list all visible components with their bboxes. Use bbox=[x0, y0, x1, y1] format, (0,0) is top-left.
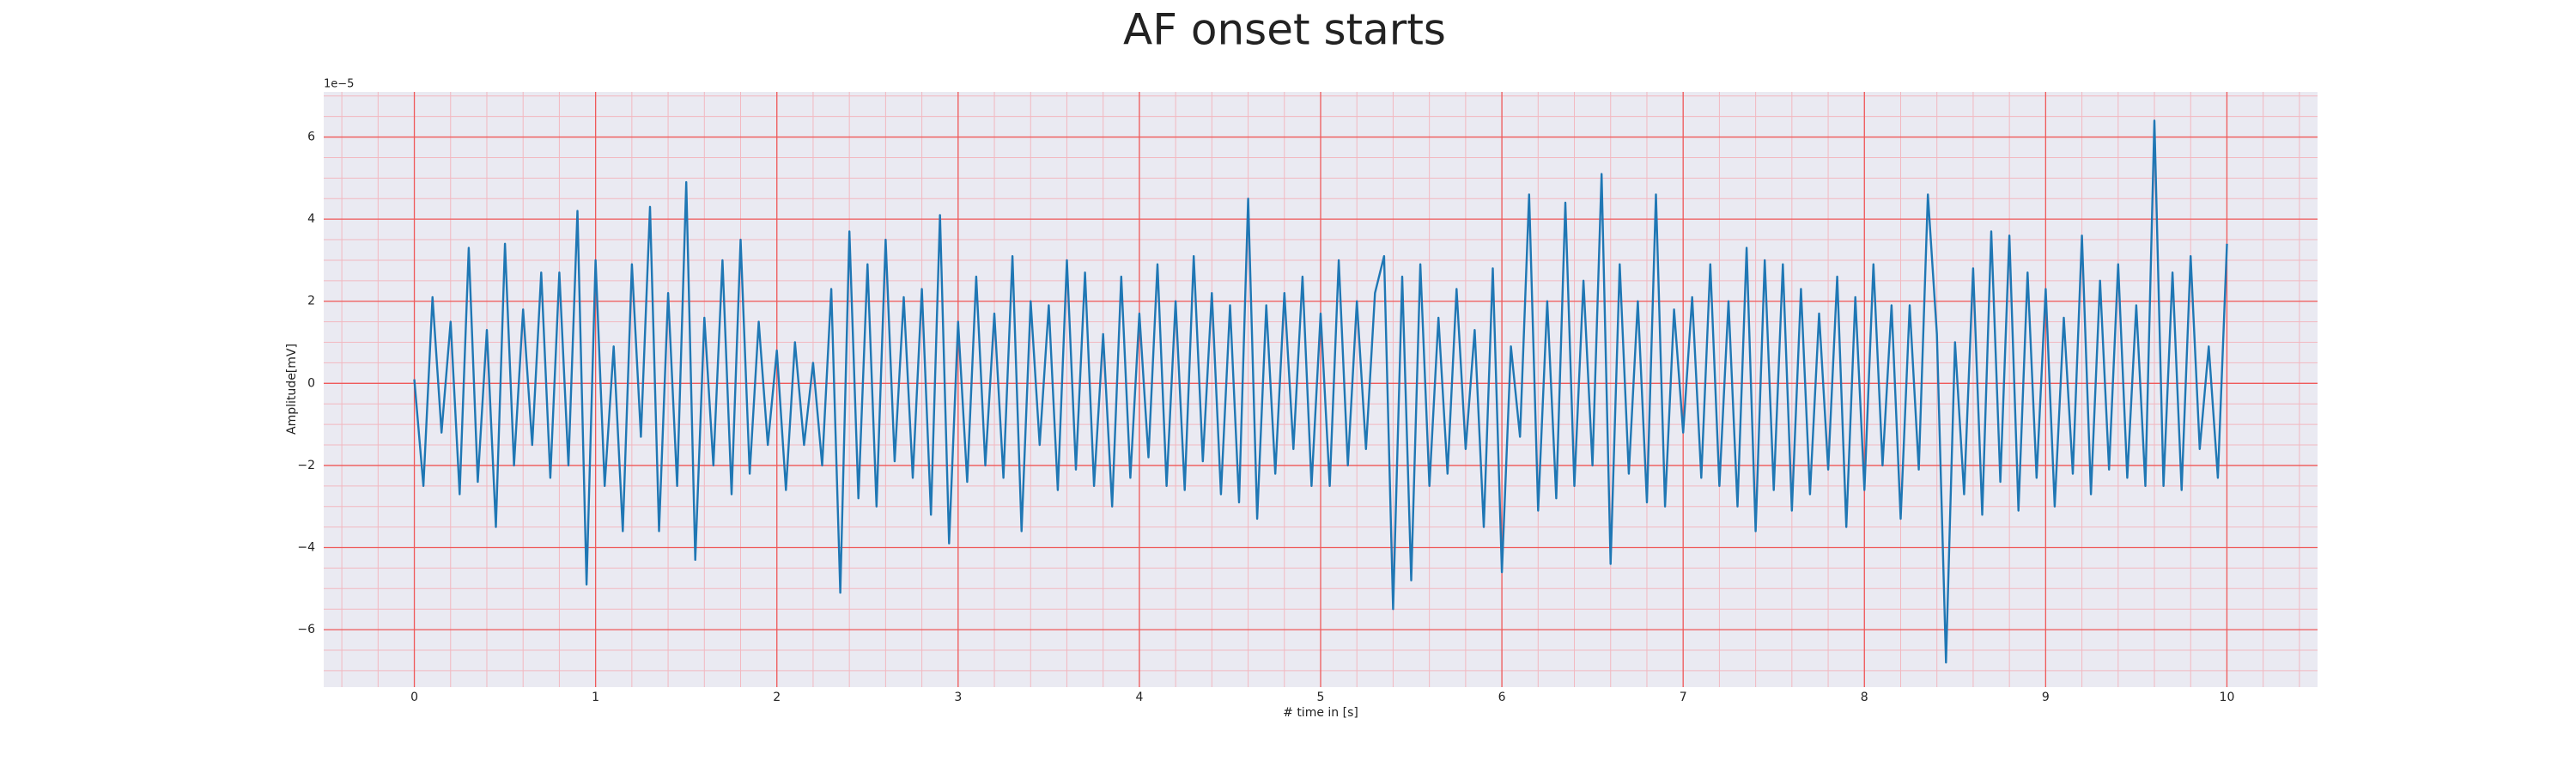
y-tick-label: −4 bbox=[297, 541, 315, 555]
x-tick-label: 9 bbox=[2042, 691, 2050, 704]
x-tick-label: 4 bbox=[1135, 691, 1143, 704]
x-tick-label: 6 bbox=[1498, 691, 1506, 704]
x-tick-label: 8 bbox=[1861, 691, 1868, 704]
x-tick-label: 2 bbox=[773, 691, 781, 704]
y-tick-label: 0 bbox=[307, 376, 315, 390]
x-tick-label: 1 bbox=[592, 691, 599, 704]
y-tick-label: 2 bbox=[307, 295, 315, 308]
x-tick-label: 0 bbox=[410, 691, 418, 704]
x-tick-label: 10 bbox=[2220, 691, 2235, 704]
y-tick-label: −6 bbox=[297, 623, 315, 636]
x-tick-label: 5 bbox=[1317, 691, 1325, 704]
y-axis-label: Amplitude[mV] bbox=[285, 344, 299, 435]
y-offset-label: 1e−5 bbox=[324, 78, 354, 91]
x-axis-label: # time in [s] bbox=[1283, 706, 1358, 720]
y-tick-label: 6 bbox=[307, 131, 315, 144]
chart-title: AF onset starts bbox=[1123, 5, 1446, 55]
x-tick-label: 7 bbox=[1680, 691, 1687, 704]
y-tick-label: −2 bbox=[297, 459, 315, 472]
y-tick-label: 4 bbox=[307, 212, 315, 226]
x-tick-label: 3 bbox=[954, 691, 962, 704]
data-line bbox=[413, 119, 2228, 664]
